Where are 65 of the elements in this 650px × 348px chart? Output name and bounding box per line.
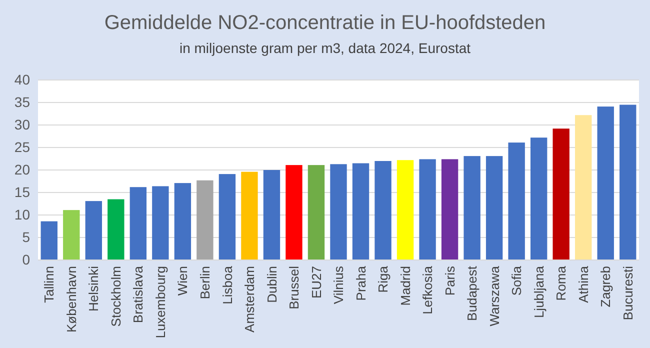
x-tick-label: Lisboa xyxy=(220,265,235,304)
x-tick-label: Ljubljana xyxy=(531,265,546,318)
y-tick-label: 20 xyxy=(14,161,30,178)
bar xyxy=(419,159,436,260)
bar xyxy=(552,128,570,260)
bar xyxy=(218,174,236,260)
bar xyxy=(330,164,347,260)
bar xyxy=(241,172,258,260)
bar xyxy=(597,106,614,260)
x-tick-label: Praha xyxy=(353,265,368,301)
bar xyxy=(286,165,302,260)
x-tick-label: Budapest xyxy=(464,266,480,321)
x-tick-label: Stockholm xyxy=(108,266,124,327)
x-tick-label: Luxembourg xyxy=(152,266,168,338)
bar xyxy=(508,142,525,260)
x-tick-label: Paris xyxy=(442,266,458,296)
x-tick-label: Bratislava xyxy=(130,265,146,324)
bar xyxy=(575,115,592,260)
bar xyxy=(308,165,325,260)
x-tick-label: Athina xyxy=(576,265,591,303)
bar xyxy=(441,159,458,260)
bar xyxy=(352,163,370,260)
y-tick-label: 35 xyxy=(14,94,30,110)
x-tick-label: Tallinn xyxy=(42,266,57,303)
bar xyxy=(374,161,392,260)
chart-title: Gemiddelde NO2-concentratie in EU-hoofdsteden xyxy=(104,12,546,34)
x-tick-label: Lefkosia xyxy=(420,265,436,314)
y-tick-label: 15 xyxy=(14,184,30,200)
chart-subtitle: in miljoenste gram per m3, data 2024, Eurostat xyxy=(179,40,471,56)
y-tick-label: 30 xyxy=(14,116,30,132)
x-tick-label: Madrid xyxy=(398,266,413,306)
bar xyxy=(152,186,169,260)
x-tick-label: Vilnius xyxy=(331,266,346,304)
x-tick-label: Wien xyxy=(175,266,190,296)
bar xyxy=(130,187,147,260)
bar xyxy=(464,156,480,260)
x-tick-label: Dublin xyxy=(264,266,280,303)
x-tick-label: Sofia xyxy=(509,265,524,296)
y-tick-label: 10 xyxy=(14,206,30,222)
bar xyxy=(396,160,414,260)
x-tick-label: Brussel xyxy=(286,266,302,310)
y-tick-label: 0 xyxy=(22,251,30,268)
x-tick-label: Bucuresti xyxy=(620,266,636,320)
x-tick-label: Amsterdam xyxy=(242,266,258,332)
y-tick-label: 40 xyxy=(14,71,30,88)
y-tick-label: 5 xyxy=(22,228,30,245)
bar xyxy=(108,199,124,260)
x-tick-label: København xyxy=(64,266,79,332)
bar xyxy=(85,201,102,260)
bar xyxy=(530,138,548,260)
x-tick-label: Zagreb xyxy=(598,266,614,308)
bar xyxy=(620,104,636,260)
bar xyxy=(63,210,80,260)
x-tick-label: EU27 xyxy=(308,266,324,299)
bar xyxy=(486,156,503,260)
x-tick-label: Roma xyxy=(554,265,569,301)
x-tick-label: Helsinki xyxy=(86,266,102,312)
y-tick-label: 25 xyxy=(14,138,30,155)
bar xyxy=(263,170,280,260)
x-tick-label: Riga xyxy=(376,265,391,293)
x-tick-label: Berlin xyxy=(197,266,212,300)
bar xyxy=(40,221,58,260)
bar xyxy=(196,180,214,260)
x-tick-label: Warszawa xyxy=(486,265,502,326)
bar xyxy=(174,183,192,260)
